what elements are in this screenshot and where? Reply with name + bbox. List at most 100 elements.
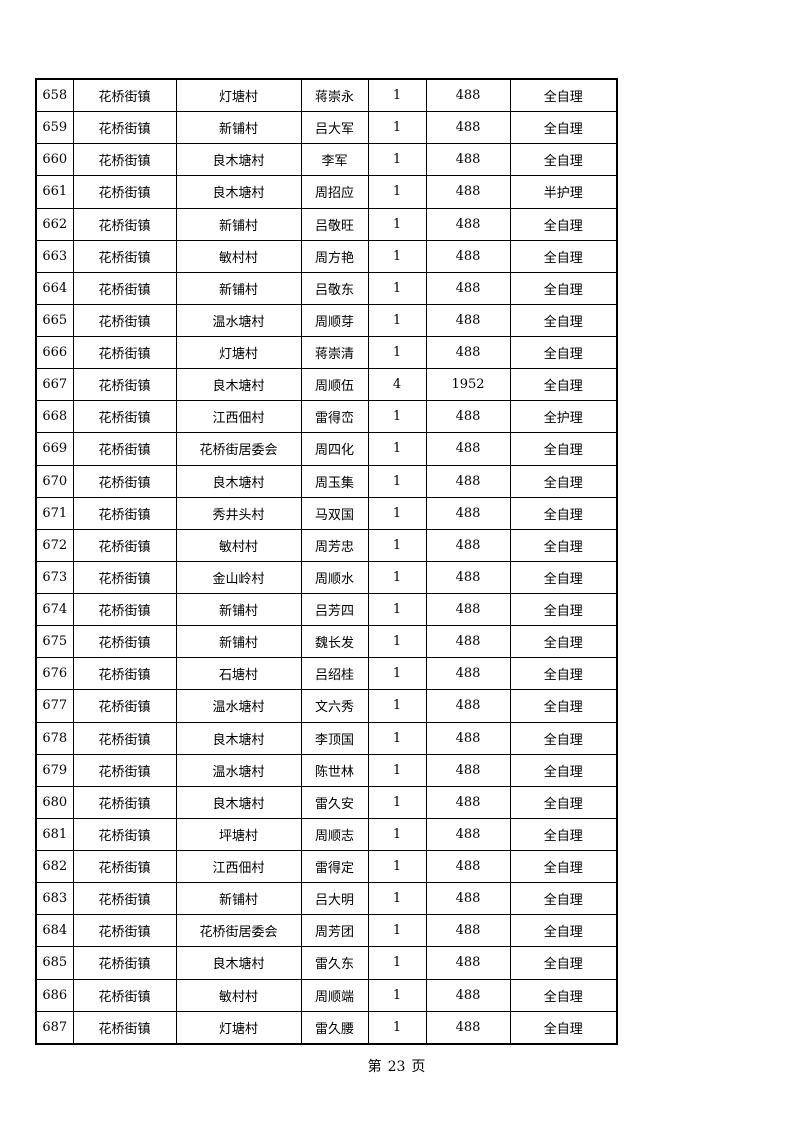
amount-cell: 488 [425,753,511,787]
village-cell: 江西佃村 [175,400,302,434]
town-cell: 花桥街镇 [72,817,177,852]
name-cell: 雷久东 [300,946,369,980]
amount-cell: 488 [425,721,511,755]
amount-cell: 488 [425,271,511,305]
town-cell: 花桥街镇 [72,239,177,273]
count-cell: 1 [367,785,427,819]
name-cell: 魏长发 [300,625,369,659]
name-cell: 周顺芽 [300,303,369,338]
amount-cell: 488 [425,817,511,852]
town-cell: 花桥街镇 [72,400,177,434]
village-cell: 良木塘村 [175,785,302,819]
table-row: 663 花桥街镇 敏村村 周方艳 1 488 全自理 [35,239,618,273]
town-cell: 花桥街镇 [72,978,177,1012]
town-cell: 花桥街镇 [72,657,177,691]
count-cell: 1 [367,1010,427,1045]
page-number: 23 [387,1059,406,1075]
table-row: 658 花桥街镇 灯塘村 蒋崇永 1 488 全自理 [35,78,618,113]
count-cell: 1 [367,882,427,916]
amount-cell: 488 [425,914,511,948]
amount-cell: 488 [425,528,511,562]
name-cell: 吕敬旺 [300,207,369,241]
amount-cell: 488 [425,175,511,209]
town-cell: 花桥街镇 [72,946,177,980]
table-row: 671 花桥街镇 秀井头村 马双国 1 488 全自理 [35,496,618,530]
row-number-cell: 687 [35,1010,74,1045]
count-cell: 1 [367,335,427,370]
town-cell: 花桥街镇 [72,721,177,755]
table-row: 676 花桥街镇 石塘村 吕绍桂 1 488 全自理 [35,657,618,691]
row-number-cell: 659 [35,111,74,145]
row-number-cell: 662 [35,207,74,241]
amount-cell: 488 [425,111,511,145]
count-cell: 1 [367,592,427,627]
table-row: 675 花桥街镇 新铺村 魏长发 1 488 全自理 [35,625,618,659]
amount-cell: 488 [425,592,511,627]
name-cell: 周顺水 [300,560,369,595]
table-row: 686 花桥街镇 敏村村 周顺端 1 488 全自理 [35,978,618,1012]
row-number-cell: 670 [35,464,74,498]
table-row: 672 花桥街镇 敏村村 周芳忠 1 488 全自理 [35,528,618,562]
care-level-cell: 全自理 [509,817,618,852]
town-cell: 花桥街镇 [72,111,177,145]
village-cell: 灯塘村 [175,78,302,113]
town-cell: 花桥街镇 [72,528,177,562]
row-number-cell: 665 [35,303,74,338]
care-level-cell: 全护理 [509,400,618,434]
care-level-cell: 全自理 [509,143,618,177]
care-level-cell: 全自理 [509,882,618,916]
count-cell: 1 [367,239,427,273]
town-cell: 花桥街镇 [72,496,177,530]
table-row: 666 花桥街镇 灯塘村 蒋崇清 1 488 全自理 [35,335,618,370]
amount-cell: 488 [425,1010,511,1045]
village-cell: 坪塘村 [175,817,302,852]
amount-cell: 488 [425,882,511,916]
table-row: 673 花桥街镇 金山岭村 周顺水 1 488 全自理 [35,560,618,595]
table-row: 665 花桥街镇 温水塘村 周顺芽 1 488 全自理 [35,303,618,338]
care-level-cell: 全自理 [509,528,618,562]
row-number-cell: 680 [35,785,74,819]
table-row: 682 花桥街镇 江西佃村 雷得定 1 488 全自理 [35,849,618,884]
count-cell: 1 [367,207,427,241]
row-number-cell: 679 [35,753,74,787]
village-cell: 良木塘村 [175,946,302,980]
count-cell: 4 [367,368,427,402]
count-cell: 1 [367,914,427,948]
amount-cell: 488 [425,657,511,691]
town-cell: 花桥街镇 [72,560,177,595]
name-cell: 吕敬东 [300,271,369,305]
name-cell: 雷得定 [300,849,369,884]
town-cell: 花桥街镇 [72,753,177,787]
village-cell: 良木塘村 [175,368,302,402]
care-level-cell: 全自理 [509,496,618,530]
care-level-cell: 全自理 [509,239,618,273]
town-cell: 花桥街镇 [72,368,177,402]
table-row: 660 花桥街镇 良木塘村 李军 1 488 全自理 [35,143,618,177]
count-cell: 1 [367,560,427,595]
table-row: 677 花桥街镇 温水塘村 文六秀 1 488 全自理 [35,689,618,723]
table-row: 685 花桥街镇 良木塘村 雷久东 1 488 全自理 [35,946,618,980]
name-cell: 周玉集 [300,464,369,498]
count-cell: 1 [367,528,427,562]
table-row: 683 花桥街镇 新铺村 吕大明 1 488 全自理 [35,882,618,916]
name-cell: 吕大明 [300,882,369,916]
town-cell: 花桥街镇 [72,271,177,305]
village-cell: 石塘村 [175,657,302,691]
row-number-cell: 661 [35,175,74,209]
amount-cell: 488 [425,785,511,819]
care-level-cell: 全自理 [509,689,618,723]
name-cell: 周方艳 [300,239,369,273]
count-cell: 1 [367,78,427,113]
care-level-cell: 全自理 [509,657,618,691]
row-number-cell: 683 [35,882,74,916]
row-number-cell: 668 [35,400,74,434]
row-number-cell: 664 [35,271,74,305]
town-cell: 花桥街镇 [72,625,177,659]
count-cell: 1 [367,175,427,209]
care-level-cell: 全自理 [509,978,618,1012]
care-level-cell: 全自理 [509,849,618,884]
name-cell: 蒋崇永 [300,78,369,113]
name-cell: 吕芳四 [300,592,369,627]
village-cell: 良木塘村 [175,721,302,755]
name-cell: 文六秀 [300,689,369,723]
